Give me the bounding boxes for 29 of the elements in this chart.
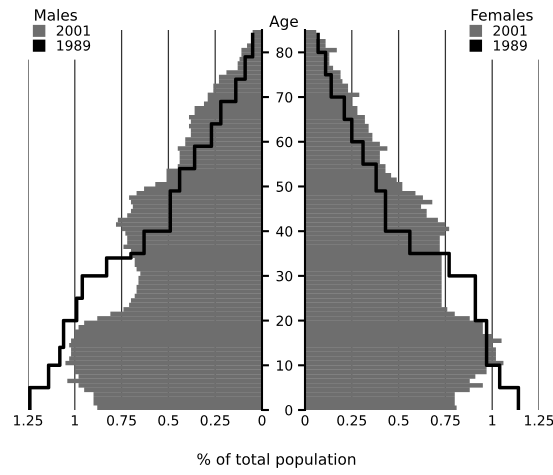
- x-tick-label: 0: [258, 415, 266, 426]
- y-tick-label: 30: [276, 270, 292, 282]
- y-tick-label: 40: [276, 226, 292, 237]
- x-tick-label: 1.25: [14, 415, 42, 426]
- x-axis-title: % of total population: [197, 453, 356, 468]
- legend-label: 2001: [493, 25, 527, 36]
- x-tick-label: 1: [489, 415, 496, 426]
- x-tick-label: 0.5: [158, 415, 178, 426]
- x-tick-label: 0.25: [337, 415, 366, 426]
- legend-title: Females: [472, 8, 533, 21]
- y-tick-label: 20: [276, 316, 292, 326]
- y-tick-label: 60: [276, 136, 292, 148]
- y-tick-label: 0: [285, 404, 292, 416]
- legend-label: 1989: [494, 40, 527, 51]
- y-tick-label: 70: [276, 92, 292, 103]
- x-tick-label: 0.75: [430, 415, 460, 426]
- x-tick-label: 0: [301, 415, 308, 426]
- x-tick-label: 0.75: [107, 415, 136, 426]
- y-tick-label: 50: [276, 181, 292, 192]
- x-tick-label: 0.5: [388, 415, 408, 426]
- x-tick-label: 1.25: [525, 415, 553, 426]
- y-axis-title: Age: [269, 16, 298, 30]
- legend-title: Males: [35, 8, 77, 21]
- legend-label: 2001: [56, 25, 90, 36]
- y-tick-label: 80: [276, 47, 292, 58]
- legend-label: 1989: [57, 40, 90, 51]
- x-tick-label: 1: [72, 415, 78, 426]
- y-tick-label: 10: [277, 360, 292, 371]
- x-tick-label: 0.25: [200, 415, 230, 426]
